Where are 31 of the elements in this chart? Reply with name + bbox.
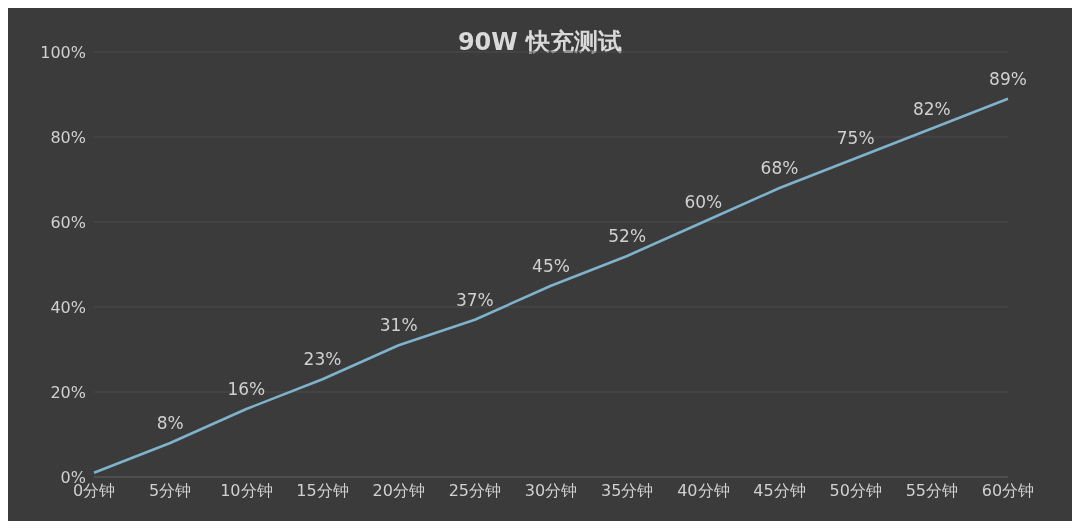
- data-label: 16%: [227, 379, 266, 399]
- y-tick-label: 60%: [50, 212, 86, 232]
- x-tick-label: 40分钟: [677, 481, 730, 501]
- data-label: 52%: [608, 226, 647, 246]
- x-tick-label: 50分钟: [829, 481, 882, 501]
- x-tick-label: 20分钟: [372, 481, 425, 501]
- data-label: 23%: [303, 349, 342, 370]
- data-label: 82%: [912, 98, 951, 119]
- data-label: 45%: [532, 255, 570, 276]
- y-tick-label: 80%: [50, 127, 86, 147]
- data-label: 89%: [989, 68, 1027, 89]
- x-tick-label: 5分钟: [149, 481, 192, 501]
- x-tick-label: 25分钟: [448, 481, 502, 501]
- data-label: 75%: [836, 128, 875, 149]
- x-tick-label: 30分钟: [524, 481, 578, 501]
- data-label: 37%: [455, 289, 494, 310]
- x-tick-label: 55分钟: [905, 481, 959, 501]
- x-tick-label: 60分钟: [981, 481, 1035, 501]
- data-label: 8%: [156, 413, 184, 433]
- x-tick-label: 35分钟: [600, 481, 654, 501]
- y-tick-label: 100%: [40, 42, 86, 62]
- x-tick-label: 15分钟: [296, 481, 349, 501]
- data-label: 31%: [379, 315, 418, 336]
- x-tick-label: 45分钟: [753, 481, 806, 501]
- chart-title: 90W 快充测试: [457, 28, 623, 56]
- y-tick-label: 20%: [50, 382, 86, 402]
- x-tick-label: 10分钟: [220, 481, 273, 501]
- data-label: 68%: [760, 158, 799, 178]
- data-label: 60%: [684, 192, 723, 212]
- y-tick-label: 40%: [50, 297, 86, 317]
- line-series: [92, 97, 1010, 474]
